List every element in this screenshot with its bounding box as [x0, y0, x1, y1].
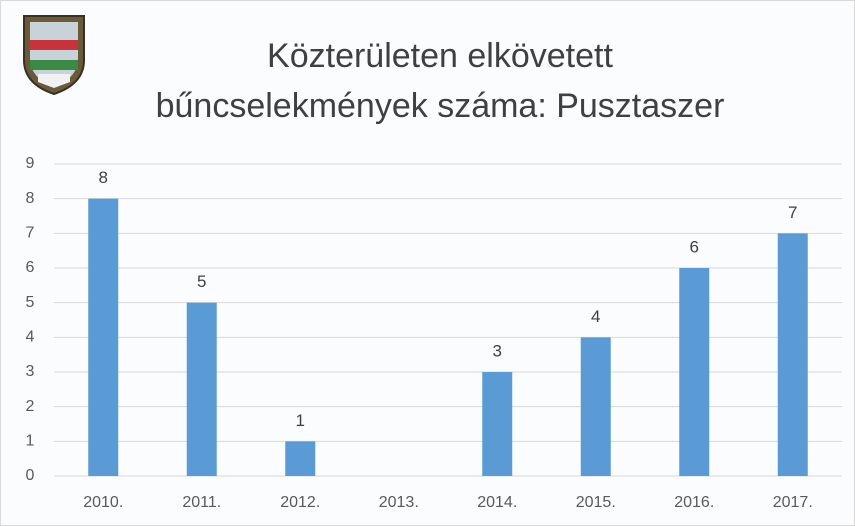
x-tick-label: 2014. [477, 494, 517, 511]
bar [679, 268, 710, 476]
bar [777, 233, 808, 476]
data-label: 7 [788, 203, 797, 222]
y-tick-label: 4 [26, 329, 35, 346]
x-tick-label: 2016. [674, 494, 714, 511]
chart-title: Közterületen elkövetett [267, 37, 613, 75]
bar [580, 337, 611, 476]
y-tick-label: 2 [26, 398, 35, 415]
x-tick-label: 2011. [182, 494, 221, 511]
y-tick-label: 5 [26, 294, 35, 311]
y-tick-label: 6 [26, 259, 35, 276]
x-tick-label: 2010. [83, 494, 123, 511]
bar [186, 302, 217, 476]
x-tick-label: 2015. [576, 494, 616, 511]
data-label: 8 [99, 168, 108, 187]
y-tick-label: 9 [26, 155, 35, 172]
data-label: 4 [591, 307, 600, 326]
police-logo [23, 15, 85, 96]
y-tick-label: 7 [26, 225, 35, 242]
data-label: 6 [690, 237, 699, 256]
y-tick-label: 8 [26, 190, 35, 207]
bar [482, 372, 513, 476]
x-tick-label: 2012. [280, 494, 320, 511]
y-tick-label: 0 [26, 467, 35, 484]
chart-title: bűncselekmények száma: Pusztaszer [156, 87, 725, 125]
x-tick-label: 2017. [773, 494, 813, 511]
bar [285, 441, 316, 476]
y-tick-label: 3 [26, 363, 35, 380]
x-tick-label: 2013. [379, 494, 419, 511]
data-label: 5 [197, 272, 206, 291]
bar [88, 198, 119, 476]
data-label: 3 [493, 341, 502, 360]
y-tick-label: 1 [26, 433, 35, 450]
data-label: 1 [296, 411, 305, 430]
